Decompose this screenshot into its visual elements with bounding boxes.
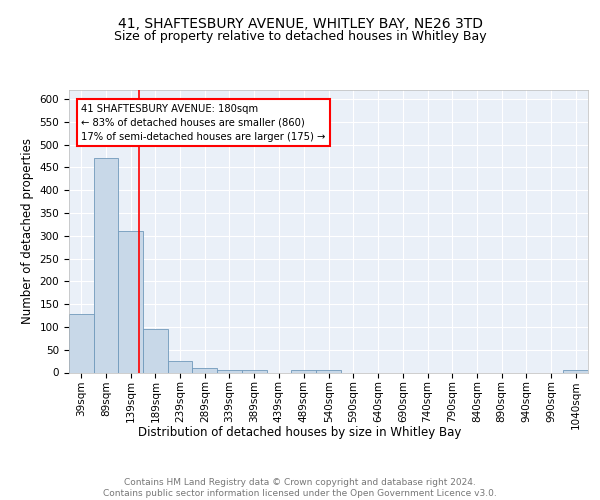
Bar — [168, 361, 193, 372]
Bar — [291, 370, 316, 372]
Bar — [242, 370, 266, 372]
Text: Contains HM Land Registry data © Crown copyright and database right 2024.
Contai: Contains HM Land Registry data © Crown c… — [103, 478, 497, 498]
Bar — [217, 370, 242, 372]
Bar — [94, 158, 118, 372]
Text: Distribution of detached houses by size in Whitley Bay: Distribution of detached houses by size … — [139, 426, 461, 439]
Bar — [118, 231, 143, 372]
Y-axis label: Number of detached properties: Number of detached properties — [21, 138, 34, 324]
Bar — [143, 329, 168, 372]
Bar — [316, 370, 341, 372]
Bar — [563, 370, 588, 372]
Bar — [69, 314, 94, 372]
Text: 41, SHAFTESBURY AVENUE, WHITLEY BAY, NE26 3TD: 41, SHAFTESBURY AVENUE, WHITLEY BAY, NE2… — [118, 18, 482, 32]
Text: Size of property relative to detached houses in Whitley Bay: Size of property relative to detached ho… — [113, 30, 487, 43]
Text: 41 SHAFTESBURY AVENUE: 180sqm
← 83% of detached houses are smaller (860)
17% of : 41 SHAFTESBURY AVENUE: 180sqm ← 83% of d… — [82, 104, 326, 142]
Bar — [193, 368, 217, 372]
